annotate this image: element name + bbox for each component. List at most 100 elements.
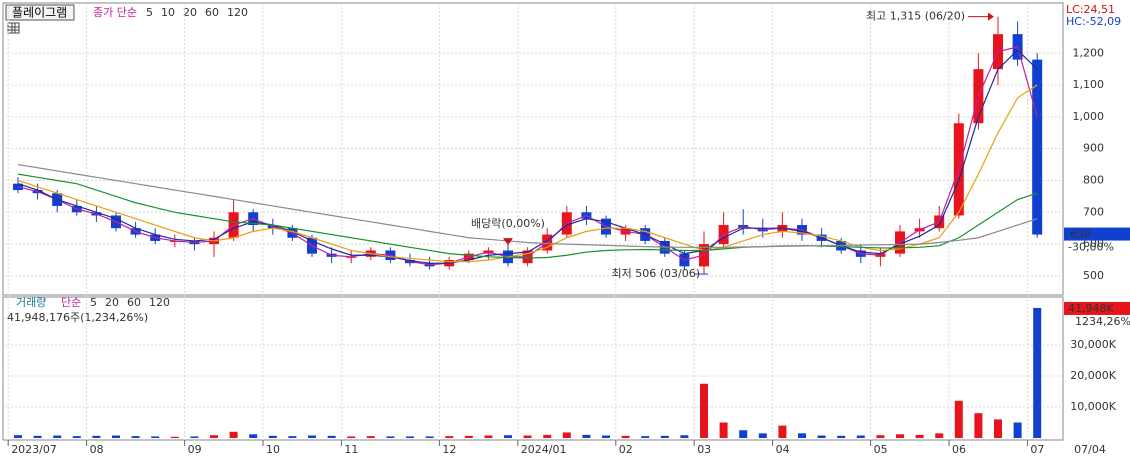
volume-bar xyxy=(445,436,454,438)
volume-bar xyxy=(700,383,708,438)
legend-entry: 10 xyxy=(161,6,175,19)
annotation: 최고 1,315 (06/20) xyxy=(866,10,965,23)
x-tick-label: 11 xyxy=(344,443,358,456)
y-tick-label: 1,200 xyxy=(1073,46,1105,59)
volume-bar xyxy=(739,430,748,438)
volume-bar xyxy=(778,425,787,438)
y-tick-label: 1,100 xyxy=(1073,78,1105,91)
volume-bar xyxy=(641,436,650,438)
volume-bar xyxy=(112,435,120,438)
volume-legend-entry: 60 xyxy=(127,296,141,309)
volume-change: 1234,26% xyxy=(1075,315,1130,328)
annotation-marker xyxy=(503,238,513,246)
ma-line xyxy=(17,46,1038,266)
x-tick-label: 08 xyxy=(90,443,104,456)
x-tick-label: 09 xyxy=(188,443,202,456)
x-tick-label: 04 xyxy=(776,443,790,456)
volume-bar xyxy=(327,435,336,438)
y-tick-label: 800 xyxy=(1083,173,1104,186)
volume-bar xyxy=(366,436,375,438)
volume-bar xyxy=(425,436,434,438)
volume-bar xyxy=(170,436,179,438)
x-tick-label: 06 xyxy=(952,443,966,456)
volume-label: 거래량 xyxy=(16,296,46,309)
volume-bar xyxy=(758,433,767,438)
volume-bar xyxy=(14,435,22,438)
volume-bar xyxy=(582,434,591,438)
volume-legend-entry: 20 xyxy=(105,296,119,309)
y-tick-label: 30,000K xyxy=(1070,338,1116,351)
candle-body xyxy=(1032,59,1043,235)
volume-bar xyxy=(33,435,42,438)
volume-box xyxy=(1064,301,1130,315)
volume-bar xyxy=(602,435,610,438)
volume-bar xyxy=(915,434,924,438)
x-tick-label: 10 xyxy=(266,443,280,456)
ma-label: 종가 단순 xyxy=(93,6,137,19)
volume-bar xyxy=(386,436,395,438)
legend-entry: 120 xyxy=(227,6,248,19)
volume-bar xyxy=(680,435,689,438)
volume-bar xyxy=(288,436,297,438)
ma-line xyxy=(17,163,1038,248)
annotation: 배당락(0,00%) xyxy=(471,217,545,230)
ma-line xyxy=(17,173,1038,259)
volume-bar xyxy=(954,400,963,438)
volume-bar xyxy=(1013,422,1022,438)
annotation: 최저 506 (03/06) xyxy=(611,267,700,280)
x-tick-label: 12 xyxy=(442,443,456,456)
volume-bar xyxy=(268,435,277,438)
volume-bar xyxy=(523,435,532,438)
volume-bar xyxy=(229,431,238,438)
x-tick-label: 2024/01 xyxy=(521,443,567,456)
volume-bar xyxy=(1033,307,1042,438)
hc-label: HC:-52,09 xyxy=(1066,15,1121,28)
volume-bar xyxy=(896,434,904,438)
volume-panel xyxy=(2,296,1064,441)
arrow-head xyxy=(988,12,994,21)
volume-bar xyxy=(210,435,218,438)
volume-last: 41,948K xyxy=(1068,302,1114,315)
lc-label: LC:24,51 xyxy=(1066,3,1115,16)
y-tick-label: 900 xyxy=(1083,142,1104,155)
volume-bar xyxy=(562,432,571,438)
price-change: -30,00% xyxy=(1068,241,1114,254)
y-tick-label: 500 xyxy=(1083,269,1104,282)
volume-bar xyxy=(151,436,160,438)
volume-bar xyxy=(817,435,826,438)
volume-bar xyxy=(72,436,81,438)
candle-body xyxy=(13,183,23,191)
title-box[interactable] xyxy=(5,4,75,21)
volume-bar xyxy=(347,436,356,438)
volume-bar xyxy=(856,435,865,438)
volume-bar xyxy=(719,422,728,438)
x-tick-label: 2023/07 xyxy=(11,443,57,456)
ma-line xyxy=(17,49,1038,264)
volume-bar xyxy=(249,434,258,438)
volume-bar xyxy=(464,435,473,438)
volume-bar xyxy=(660,435,669,438)
y-tick-label: 10,000K xyxy=(1070,400,1116,413)
legend-entry: 20 xyxy=(183,6,197,19)
grid-icon[interactable] xyxy=(7,22,20,34)
price-box xyxy=(1064,227,1130,241)
volume-summary: 41,948,176주(1,234,26%) xyxy=(7,311,148,324)
volume-bar xyxy=(131,436,140,438)
price-label: 630 xyxy=(1070,228,1091,241)
volume-bar xyxy=(974,413,983,438)
volume-legend-entry: 120 xyxy=(149,296,170,309)
volume-bar xyxy=(406,436,414,438)
x-tick-label: 05 xyxy=(874,443,888,456)
legend-entry: 5 xyxy=(146,6,153,19)
ma-line xyxy=(17,84,1038,263)
volume-bar xyxy=(876,435,885,438)
volume-bar xyxy=(190,436,199,438)
x-tick-label: 02 xyxy=(619,443,633,456)
volume-bar xyxy=(92,435,101,438)
volume-bar xyxy=(504,435,512,438)
y-tick-label: 1,000 xyxy=(1073,110,1105,123)
volume-bar xyxy=(798,433,806,438)
volume-bar xyxy=(484,435,493,438)
volume-bar xyxy=(308,435,316,438)
